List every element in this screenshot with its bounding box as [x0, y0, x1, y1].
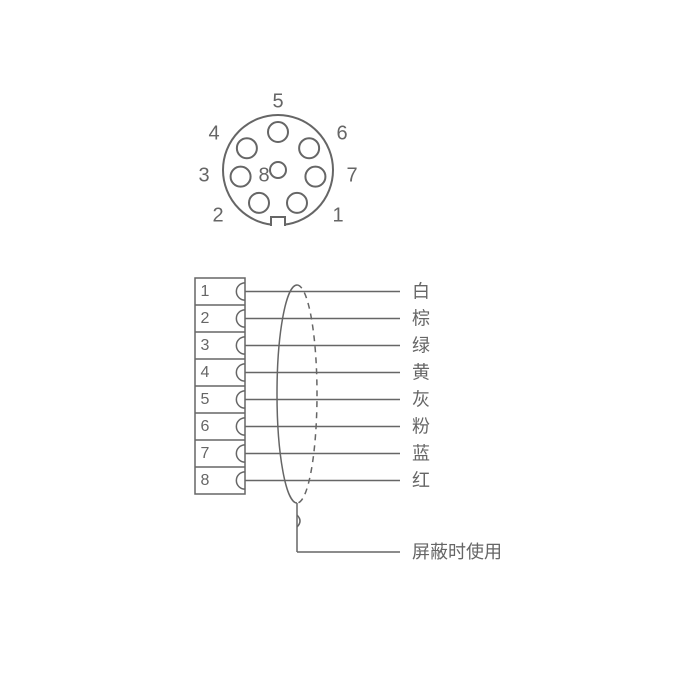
- pin-label: 4: [208, 122, 219, 144]
- terminal-pin-number: 1: [201, 283, 210, 300]
- wire-color-label: 灰: [412, 390, 430, 410]
- pin-label-center: 8: [258, 164, 269, 186]
- pin-label: 2: [212, 204, 223, 226]
- connector-outer-ring: [223, 115, 333, 225]
- pin-label: 7: [346, 164, 357, 186]
- terminal-contact: [236, 472, 245, 489]
- wire-color-label: 棕: [412, 309, 430, 329]
- pin-label: 5: [272, 90, 283, 112]
- terminal-contact: [236, 391, 245, 408]
- pin-hole: [249, 193, 269, 213]
- terminal-pin-number: 3: [201, 337, 210, 354]
- terminal-contact: [236, 445, 245, 462]
- terminal-pin-number: 7: [201, 445, 210, 462]
- terminal-contact: [236, 337, 245, 354]
- wiring-table: 1 白 2 棕 3 绿 4 黄 5 灰 6 粉 7 蓝 8 红屏蔽时使用: [195, 278, 502, 562]
- pin-hole: [305, 167, 325, 187]
- terminal-contact: [236, 418, 245, 435]
- terminal-pin-number: 6: [201, 418, 210, 435]
- shield-lens-right: [297, 285, 317, 503]
- pin-hole: [231, 167, 251, 187]
- wire-color-label: 粉: [412, 417, 430, 437]
- terminal-pin-number: 5: [201, 391, 210, 408]
- pin-label: 3: [198, 164, 209, 186]
- pin-label: 1: [332, 204, 343, 226]
- terminal-contact: [236, 364, 245, 381]
- terminal-pin-number: 2: [201, 310, 210, 327]
- connector-diagram: 123456781白2棕3绿4黄5灰6粉7蓝8红屏蔽时使用: [0, 0, 700, 700]
- pin-hole: [237, 138, 257, 158]
- terminal-pin-number: 8: [201, 472, 210, 489]
- wire-color-label: 绿: [412, 336, 430, 356]
- terminal-contact: [236, 283, 245, 300]
- pin-hole-center: [270, 162, 286, 178]
- wire-color-label: 黄: [412, 363, 430, 383]
- pin-label: 6: [336, 122, 347, 144]
- shield-label: 屏蔽时使用: [412, 542, 502, 562]
- wire-color-label: 白: [412, 282, 430, 302]
- wire-color-label: 蓝: [412, 444, 430, 464]
- connector-face: 12345678: [198, 90, 357, 226]
- wire-color-label: 红: [412, 471, 430, 491]
- terminal-contact: [236, 310, 245, 327]
- terminal-pin-number: 4: [201, 364, 210, 381]
- connector-notch: [271, 217, 285, 225]
- pin-hole: [268, 122, 288, 142]
- pin-hole: [299, 138, 319, 158]
- pin-hole: [287, 193, 307, 213]
- shield-lens-left: [277, 285, 297, 503]
